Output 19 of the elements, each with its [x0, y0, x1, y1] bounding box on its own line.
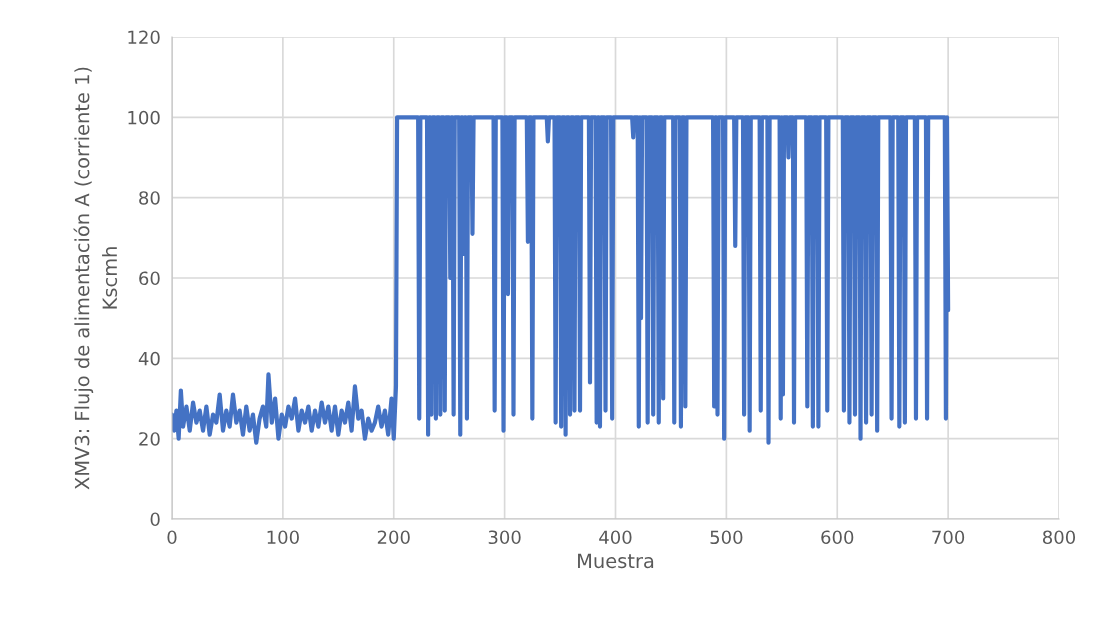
y-tick-label: 40	[138, 351, 160, 366]
x-tick-label: 0	[167, 530, 177, 545]
y-tick-label: 80	[139, 191, 160, 205]
line-series	[172, 115, 951, 445]
y-tick-label: 60	[139, 271, 160, 286]
x-axis-title: Muestra	[578, 553, 654, 569]
x-tick-label: 200	[377, 530, 410, 545]
x-tick-label: 700	[932, 530, 965, 545]
y-tick-label: 20	[139, 432, 160, 446]
y-axis-title: XMV3: Flujo de alimentación A (corriente 1) Kscmh	[73, 67, 118, 490]
y-tick-label: 100	[128, 110, 160, 125]
x-tick-label: 500	[710, 530, 743, 545]
x-tick-label: 400	[599, 530, 632, 545]
x-tick-label: 800	[1042, 530, 1076, 545]
x-tick-label: 100	[267, 530, 299, 545]
y-tick-label: 0	[150, 512, 160, 527]
x-tick-label: 300	[488, 530, 521, 545]
y-tick-label: 120	[128, 30, 160, 45]
x-tick-label: 600	[821, 530, 854, 545]
